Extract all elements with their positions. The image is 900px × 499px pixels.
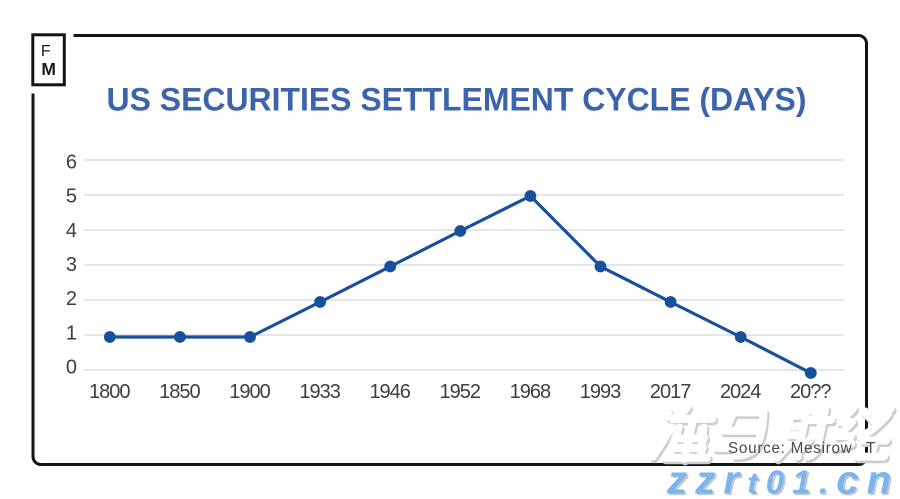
svg-text:US SECURITIES SETTLEMENT CYCLE: US SECURITIES SETTLEMENT CYCLE (DAYS) (107, 82, 807, 118)
svg-text:1900: 1900 (229, 381, 270, 403)
svg-text:3: 3 (66, 254, 77, 276)
svg-text:1946: 1946 (369, 381, 410, 403)
svg-text:1: 1 (66, 323, 77, 345)
svg-text:1800: 1800 (89, 381, 130, 403)
svg-text:zzrt01.cn: zzrt01.cn (668, 460, 900, 499)
svg-text:zzrt01.cn: zzrt01.cn (666, 459, 899, 499)
svg-text:6: 6 (66, 152, 77, 174)
svg-text:1968: 1968 (510, 381, 551, 403)
svg-text:1993: 1993 (580, 381, 621, 403)
svg-text:T: T (866, 440, 875, 457)
svg-text:5: 5 (66, 186, 77, 208)
svg-text:2017: 2017 (650, 381, 691, 403)
svg-text:1933: 1933 (299, 381, 340, 403)
svg-text:4: 4 (66, 220, 77, 242)
svg-text:Source: Mesirow: Source: Mesirow (728, 440, 853, 457)
svg-text:1850: 1850 (159, 381, 200, 403)
svg-text:F: F (41, 43, 51, 60)
svg-text:2024: 2024 (720, 381, 761, 403)
svg-text:20??: 20?? (790, 381, 831, 403)
svg-text:2: 2 (66, 288, 77, 310)
svg-text:M: M (41, 59, 56, 79)
svg-text:1952: 1952 (440, 381, 481, 403)
svg-text:0: 0 (66, 357, 77, 379)
